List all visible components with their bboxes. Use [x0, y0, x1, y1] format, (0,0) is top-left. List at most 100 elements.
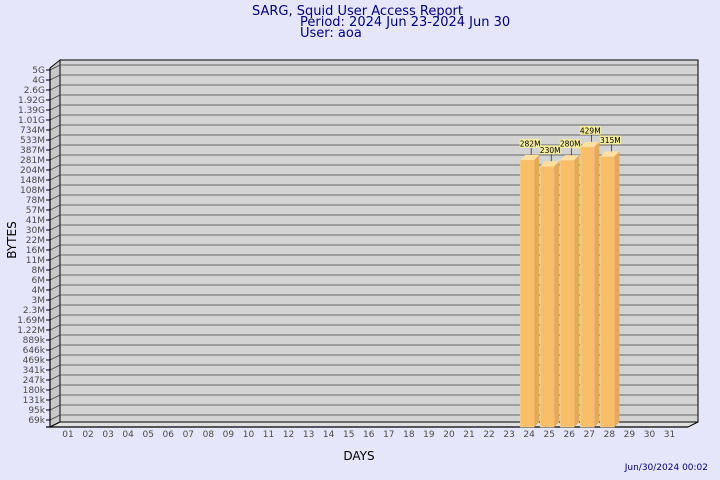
bar-side-28 — [614, 151, 620, 428]
grid-line-wall — [49, 214, 61, 221]
y-tick-label: 1.92G — [18, 96, 45, 106]
x-tick-label: 14 — [323, 430, 335, 440]
x-tick-label: 15 — [343, 430, 354, 440]
y-tick-label: 95k — [28, 406, 45, 416]
y-tick-label: 204M — [20, 166, 45, 176]
bar-label-box — [519, 138, 541, 148]
grid-line-wall — [49, 94, 61, 101]
grid-line-wall — [49, 154, 61, 161]
grid-line-wall — [49, 84, 61, 91]
y-tick-label: 469k — [23, 356, 46, 366]
grid-line-wall — [49, 394, 61, 401]
x-tick-label: 25 — [543, 430, 554, 440]
grid-line-wall — [49, 314, 61, 321]
grid-line-wall — [49, 374, 61, 381]
grid-line-wall — [49, 354, 61, 361]
grid-line-wall — [49, 204, 61, 211]
x-tick-labels: 01 02 03 04 05 06 07 08 09 10 11 12 13 14 15 16 17 18 19 20… — [62, 430, 675, 440]
bar-top-27 — [580, 141, 600, 147]
x-tick-label: 30 — [644, 430, 656, 440]
x-tick-label: 28 — [604, 430, 616, 440]
y-tick-label: 1.01G — [18, 116, 45, 126]
x-tick-label: 10 — [243, 430, 255, 440]
bar-label-box — [599, 135, 621, 145]
y-tick-label: 2.3M — [23, 306, 45, 316]
x-tick-label: 20 — [443, 430, 455, 440]
y-tick-label: 16M — [26, 246, 45, 256]
bar-label-box — [559, 139, 581, 149]
bar-value-label: 429M — [580, 126, 601, 135]
y-tick-label: 57M — [26, 206, 45, 216]
y-tick-label: 30M — [26, 226, 45, 236]
x-tick-label: 18 — [403, 430, 415, 440]
bar-value-label: 282M — [520, 139, 541, 148]
bar-25 — [539, 166, 555, 428]
bar-label-box — [579, 125, 601, 135]
bar-28 — [600, 156, 615, 428]
grid-line-wall — [49, 284, 61, 291]
grid-line-wall — [49, 164, 61, 171]
footer-timestamp: Jun/30/2024 00:02 — [624, 463, 708, 473]
grid-line-wall — [49, 224, 61, 231]
x-tick-label: 19 — [423, 430, 435, 440]
grid-line-wall — [49, 144, 61, 151]
x-tick-label: 13 — [303, 430, 314, 440]
x-tick-label: 27 — [584, 430, 595, 440]
grid-line-wall — [49, 244, 61, 251]
x-tick-label: 29 — [624, 430, 636, 440]
report-period: Period: 2024 Jun 23-2024 Jun 30 — [300, 15, 511, 30]
y-tick-label: 69k — [28, 416, 45, 426]
grid-line-wall — [49, 124, 61, 131]
bar-side-24 — [534, 154, 540, 427]
bar-side-25 — [554, 161, 560, 427]
x-tick-label: 06 — [163, 430, 175, 440]
bar-top-26 — [560, 155, 580, 161]
bar-26 — [560, 159, 575, 428]
bar-value-label: 230M — [540, 146, 561, 155]
plot-left-wall — [49, 58, 61, 428]
x-tick-label: 08 — [203, 430, 215, 440]
bar-top-24 — [520, 154, 540, 160]
bar-top-28 — [600, 151, 620, 157]
y-tick-label: 4M — [32, 286, 46, 296]
x-tick-label: 02 — [82, 430, 93, 440]
y-tick-label: 1.69M — [17, 316, 45, 326]
grid-line-wall — [49, 104, 61, 111]
bar-side-26 — [574, 155, 580, 427]
y-tick-label: 646k — [23, 346, 46, 356]
y-tick-label: 387M — [20, 146, 45, 156]
y-tick-label: 889k — [23, 336, 46, 346]
grid-line-wall — [49, 134, 61, 141]
y-tick-label: 131k — [23, 396, 46, 406]
x-tick-label: 01 — [62, 430, 73, 440]
y-tick-label: 5G — [32, 66, 45, 76]
y-tick-label: 180k — [23, 386, 46, 396]
y-tick-label: 41M — [26, 216, 45, 226]
y-tick-label: 3M — [32, 296, 46, 306]
x-tick-label: 24 — [523, 430, 535, 440]
bar-label-box — [539, 145, 561, 155]
grid-line-wall — [49, 384, 61, 391]
y-tick-label: 247k — [23, 376, 46, 386]
grid-line-wall — [49, 304, 61, 311]
y-tick-label: 22M — [26, 236, 45, 246]
y-tick-label: 341k — [23, 366, 46, 376]
x-tick-label: 12 — [283, 430, 294, 440]
grid-line-wall — [49, 114, 61, 121]
bar-27 — [580, 146, 595, 428]
x-tick-label: 23 — [503, 430, 514, 440]
y-tick-label: 281M — [20, 156, 45, 166]
x-tick-label: 03 — [102, 430, 113, 440]
grid-line-wall — [49, 404, 61, 411]
bar-value-label: 280M — [560, 140, 581, 149]
y-axis-label: BYTES — [5, 221, 19, 258]
y-tick-label: 1.39G — [18, 106, 45, 116]
bar-side-27 — [594, 141, 600, 427]
bars — [519, 141, 620, 428]
bar-value-label: 315M — [600, 136, 621, 145]
grid-line-wall — [49, 184, 61, 191]
y-tick-label: 734M — [20, 126, 45, 136]
x-tick-label: 22 — [483, 430, 494, 440]
